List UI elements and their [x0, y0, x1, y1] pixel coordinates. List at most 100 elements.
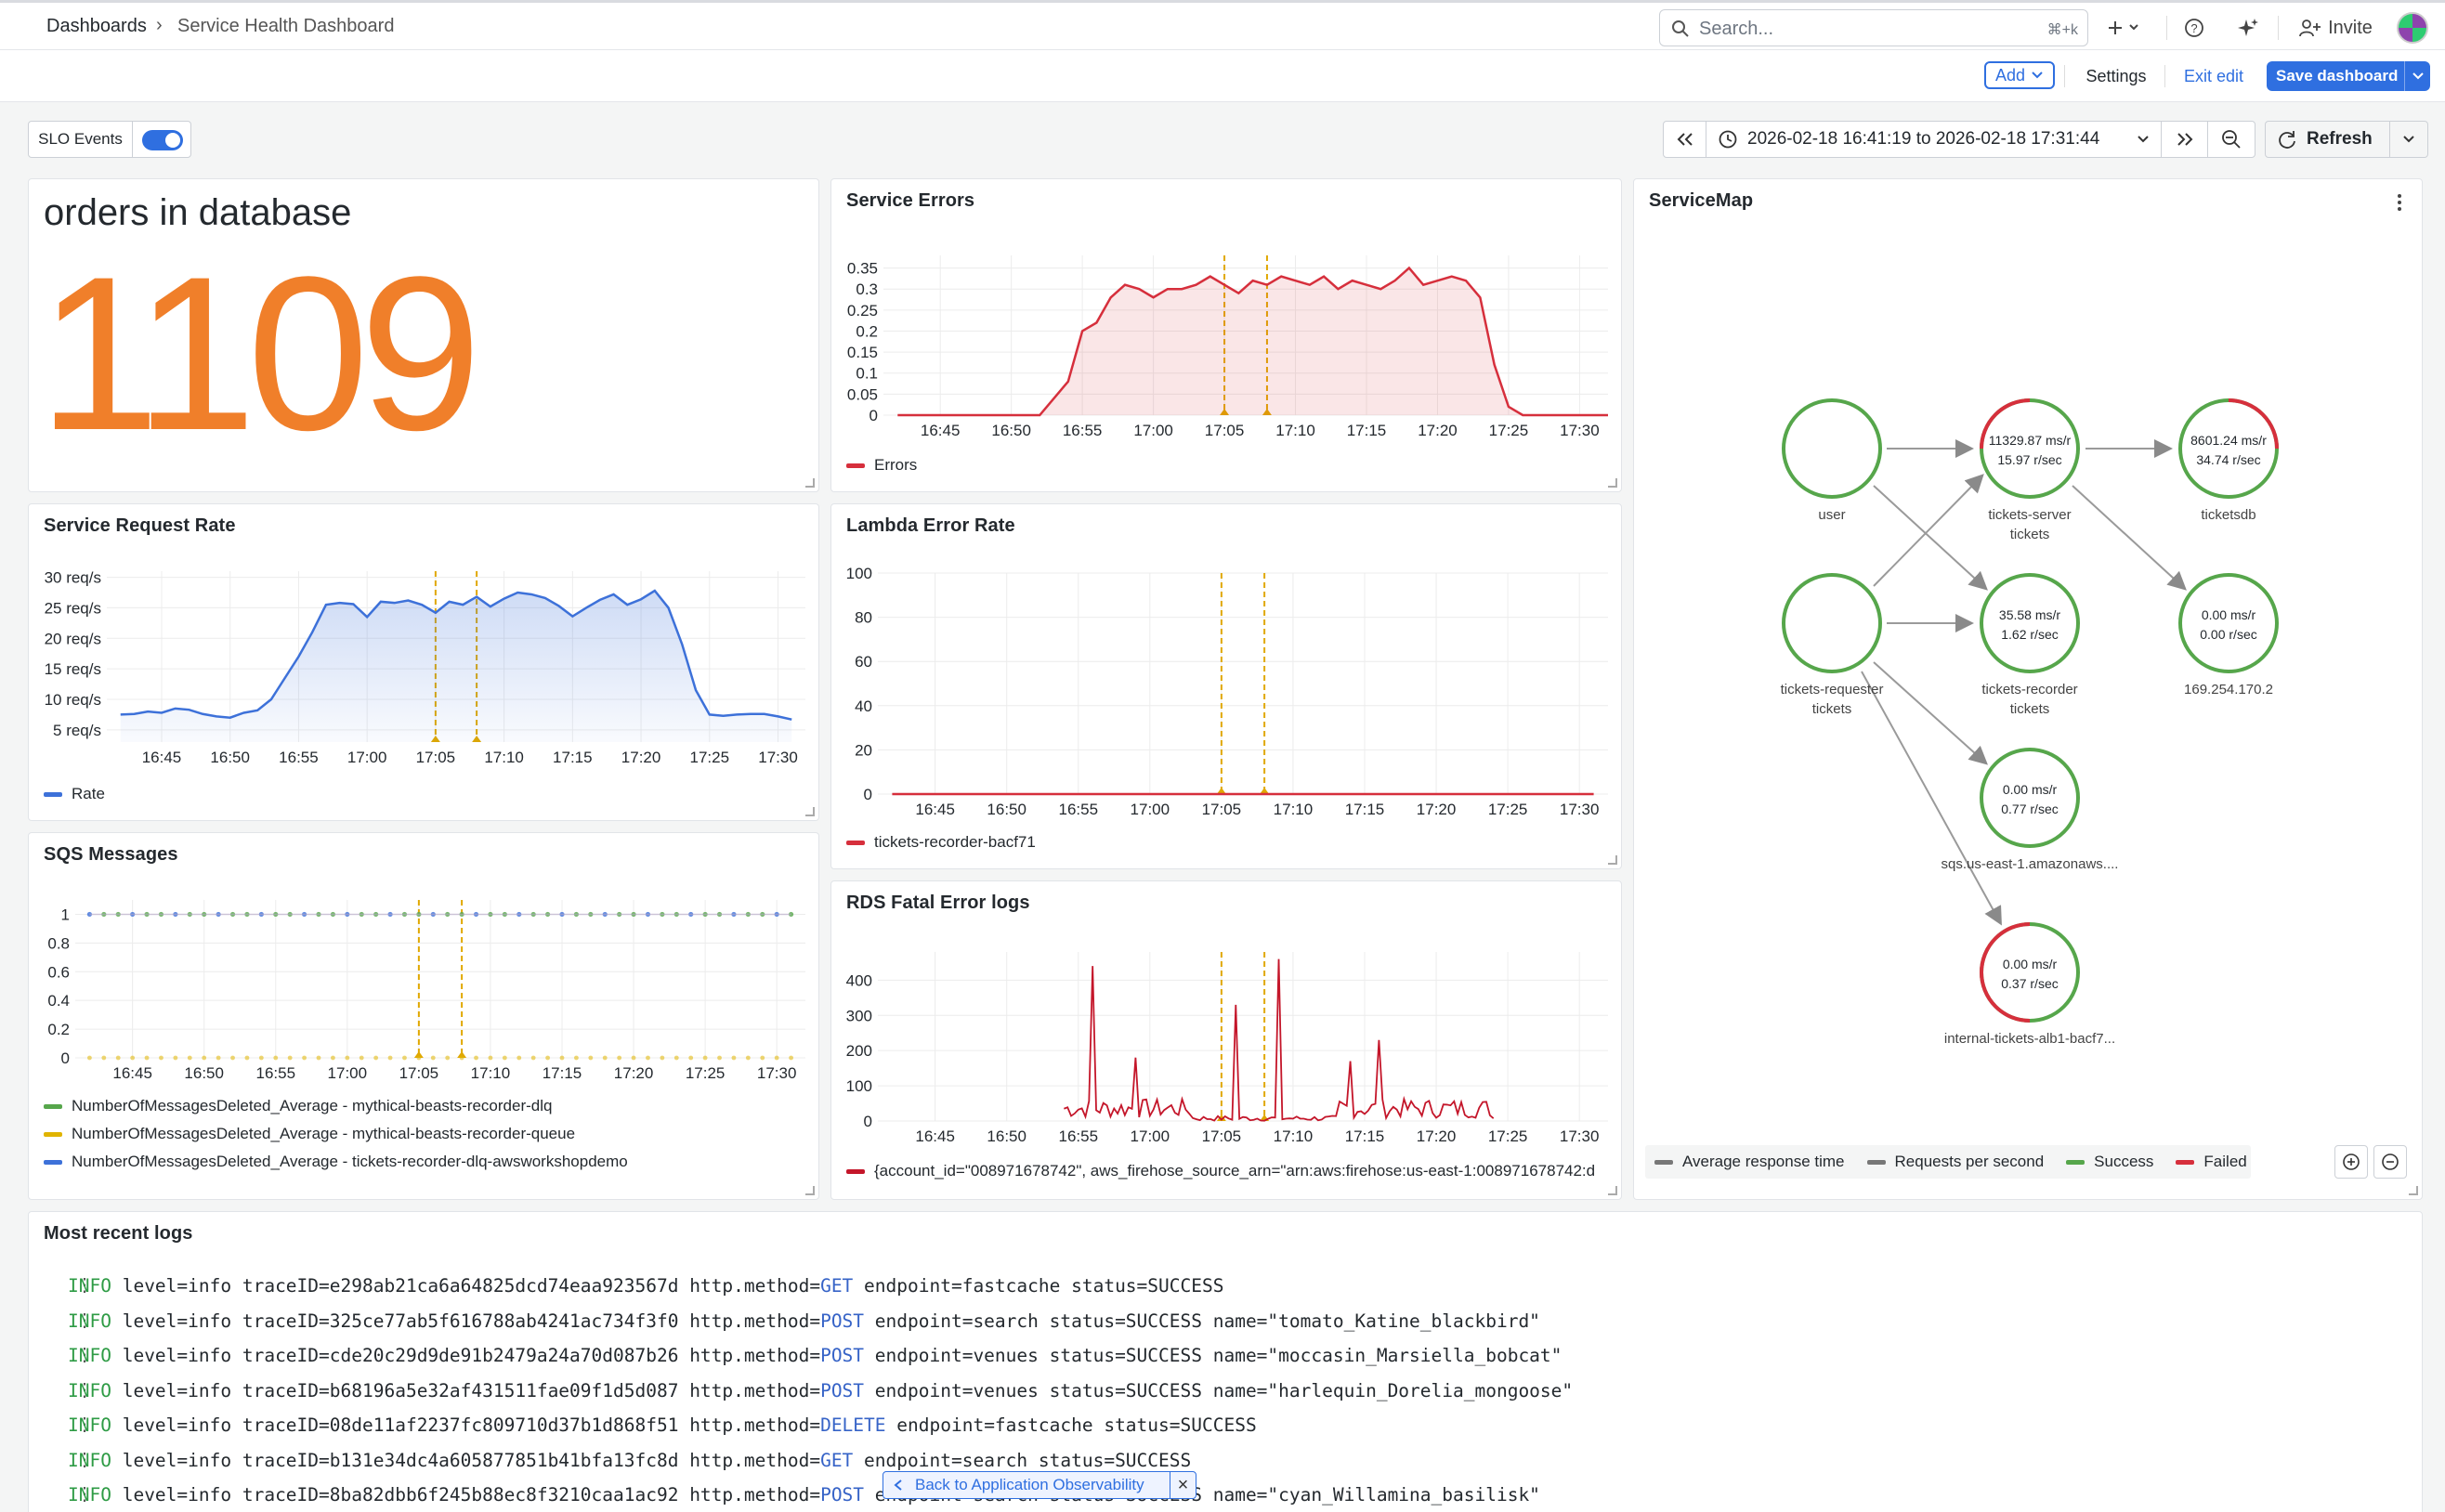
errors-chart[interactable]: 16:45 16:50 16:55 17:00 17:05 17:10 17:15 17:20… — [831, 179, 1622, 492]
settings-button[interactable]: Settings — [2085, 66, 2147, 85]
log-text: level=info traceID=b68196a5e32af431511fa… — [111, 1379, 821, 1401]
log-row[interactable]: INFO level=info traceID=b131e34dc4a60587… — [68, 1450, 1191, 1471]
resize-handle[interactable] — [2409, 1186, 2418, 1195]
legend-item-sqs-2[interactable]: NumberOfMessagesDeleted_Average - mythic… — [44, 1125, 575, 1143]
zoom-out-button[interactable] — [2373, 1145, 2407, 1179]
zoom-out-time-button[interactable] — [2208, 122, 2255, 157]
exit-edit-button[interactable]: Exit edit — [2183, 66, 2244, 85]
refresh-interval-button[interactable] — [2390, 122, 2427, 157]
edge — [1861, 671, 2002, 926]
y-tick-label: 0 — [61, 1049, 70, 1067]
rds-chart[interactable]: 16:45 16:50 16:55 17:00 17:05 17:10 17:15 17:20… — [831, 881, 1622, 1200]
legend-swatch — [44, 1131, 62, 1137]
resize-handle[interactable] — [1608, 855, 1617, 865]
data-point — [402, 1055, 407, 1061]
data-point — [101, 1055, 107, 1061]
node-169-254-170-2[interactable]: 0.00 ms/r 0.00 r/sec 169.254.170.2 — [2178, 573, 2279, 697]
x-tick-label: 17:25 — [1488, 1127, 1528, 1145]
x-tick-label: 16:55 — [1058, 801, 1098, 818]
sqs-chart[interactable]: 16:45 16:50 16:55 17:00 17:05 17:10 17:15 17:20… — [29, 833, 819, 1200]
add-button[interactable]: Add — [1984, 61, 2055, 89]
resize-handle[interactable] — [1608, 478, 1617, 488]
resize-handle[interactable] — [805, 1186, 815, 1195]
data-point — [115, 1055, 121, 1061]
log-row[interactable]: INFO level=info traceID=b68196a5e32af431… — [68, 1380, 1573, 1401]
data-point — [273, 1055, 279, 1061]
log-row[interactable]: INFO level=info traceID=e298ab21ca6a6482… — [68, 1275, 1223, 1297]
log-row-menu-icon[interactable]: ⋮ — [75, 1447, 94, 1470]
panel-menu-button[interactable] — [2388, 189, 2411, 216]
node-user[interactable]: user — [1782, 398, 1882, 523]
back-to-observability-banner[interactable]: Back to Application Observability × — [883, 1471, 1196, 1499]
panel-service-map: ServiceMap user 11329.87 ms/r 15.97 r/se… — [1633, 178, 2423, 1200]
log-row[interactable]: INFO level=info traceID=8ba82dbb6f245b88… — [68, 1484, 1540, 1505]
request-rate-chart[interactable]: 16:45 16:50 16:55 17:00 17:05 17:10 17:15 17:20… — [29, 504, 819, 821]
time-shift-back-button[interactable] — [1664, 122, 1706, 157]
legend-item-lambda[interactable]: tickets-recorder-bacf71 — [846, 833, 1036, 852]
x-tick-label: 17:30 — [1560, 422, 1600, 439]
assistant-button[interactable] — [2233, 13, 2263, 43]
save-dashboard-button[interactable]: Save dashboard — [2267, 61, 2430, 91]
legend-item-rds[interactable]: {account_id="008971678742", aws_firehose… — [846, 1162, 1608, 1180]
node-internal-tickets-alb[interactable]: 0.00 ms/r 0.37 r/sec internal-tickets-al… — [1944, 922, 2115, 1047]
legend-label: NumberOfMessagesDeleted_Average - mythic… — [72, 1125, 576, 1142]
node-tickets-server[interactable]: 11329.87 ms/r 15.97 r/sec tickets-server… — [1980, 398, 2080, 542]
legend-item-errors[interactable]: Errors — [846, 456, 917, 475]
resize-handle[interactable] — [805, 807, 815, 816]
log-row[interactable]: INFO level=info traceID=cde20c29d9de91b2… — [68, 1345, 1562, 1366]
log-row[interactable]: INFO level=info traceID=325ce77ab5f61678… — [68, 1310, 1540, 1332]
legend-item-sqs-3[interactable]: NumberOfMessagesDeleted_Average - ticket… — [44, 1153, 628, 1171]
annotation-marker — [413, 1051, 424, 1058]
avatar[interactable] — [2397, 12, 2428, 44]
log-row-menu-icon[interactable]: ⋮ — [75, 1377, 94, 1401]
save-options-button[interactable] — [2404, 61, 2430, 91]
resize-handle[interactable] — [1608, 1186, 1617, 1195]
log-row[interactable]: INFO level=info traceID=08de11af2237fc80… — [68, 1414, 1257, 1436]
new-menu-button[interactable] — [2105, 12, 2148, 44]
node-latency: 0.00 ms/r — [2003, 782, 2058, 797]
legend-label: Requests per second — [1894, 1153, 2045, 1170]
panel-title: Lambda Error Rate — [846, 515, 1015, 536]
x-tick-label: 16:50 — [210, 749, 250, 766]
node-rate: 0.77 r/sec — [2001, 802, 2058, 816]
node-sqs[interactable]: 0.00 ms/r 0.77 r/sec sqs.us-east-1.amazo… — [1942, 748, 2119, 872]
node-tickets-requester[interactable]: tickets-requester tickets — [1781, 573, 1884, 717]
data-point — [445, 1055, 451, 1061]
panel-title: Most recent logs — [44, 1223, 193, 1244]
banner-close-button[interactable]: × — [1170, 1472, 1196, 1498]
breadcrumb-dashboards[interactable]: Dashboards — [46, 16, 147, 36]
log-row-menu-icon[interactable]: ⋮ — [75, 1343, 94, 1365]
data-point — [287, 1055, 293, 1061]
lambda-error-chart[interactable]: 16:45 16:50 16:55 17:00 17:05 17:10 17:15 17:20… — [831, 504, 1622, 869]
x-tick-label: 17:05 — [1202, 801, 1242, 818]
node-latency: 0.00 ms/r — [2003, 957, 2058, 971]
legend-item-rate[interactable]: Rate — [44, 785, 105, 803]
service-map-graph[interactable]: user 11329.87 ms/r 15.97 r/sec tickets-s… — [1634, 179, 2423, 1200]
more-vertical-icon — [2398, 194, 2401, 211]
node-ticketsdb[interactable]: 8601.24 ms/r 34.74 r/sec ticketsdb — [2178, 398, 2279, 523]
zoom-in-button[interactable] — [2334, 1145, 2368, 1179]
log-row-menu-icon[interactable]: ⋮ — [75, 1273, 94, 1296]
help-button[interactable]: ? — [2179, 13, 2209, 43]
log-level: INFO — [68, 1414, 111, 1436]
log-row-menu-icon[interactable]: ⋮ — [75, 1413, 94, 1435]
slo-events-toggle[interactable] — [142, 130, 183, 150]
time-range-picker[interactable]: 2026-02-18 16:41:19 to 2026-02-18 17:31:… — [1706, 122, 2162, 157]
log-row-menu-icon[interactable]: ⋮ — [75, 1482, 94, 1505]
x-tick-label: 17:10 — [471, 1064, 511, 1082]
x-tick-label: 16:45 — [112, 1064, 152, 1082]
resize-handle[interactable] — [805, 478, 815, 488]
series-area — [897, 267, 1608, 415]
legend-label: NumberOfMessagesDeleted_Average - ticket… — [72, 1153, 628, 1170]
log-row-menu-icon[interactable]: ⋮ — [75, 1308, 94, 1331]
search-input[interactable]: Search... ⌘+k — [1659, 9, 2088, 46]
data-point — [345, 1055, 350, 1061]
refresh-button[interactable]: Refresh — [2266, 122, 2390, 157]
legend-item-sqs-1[interactable]: NumberOfMessagesDeleted_Average - mythic… — [44, 1097, 552, 1115]
node-tickets-recorder[interactable]: 35.58 ms/r 1.62 r/sec tickets-recorder t… — [1980, 573, 2080, 717]
add-label: Add — [1994, 65, 2026, 85]
time-shift-forward-button[interactable] — [2162, 122, 2208, 157]
series-line-rds — [1064, 958, 1495, 1122]
x-tick-label: 17:10 — [484, 749, 524, 766]
invite-button[interactable]: Invite — [2289, 12, 2382, 44]
